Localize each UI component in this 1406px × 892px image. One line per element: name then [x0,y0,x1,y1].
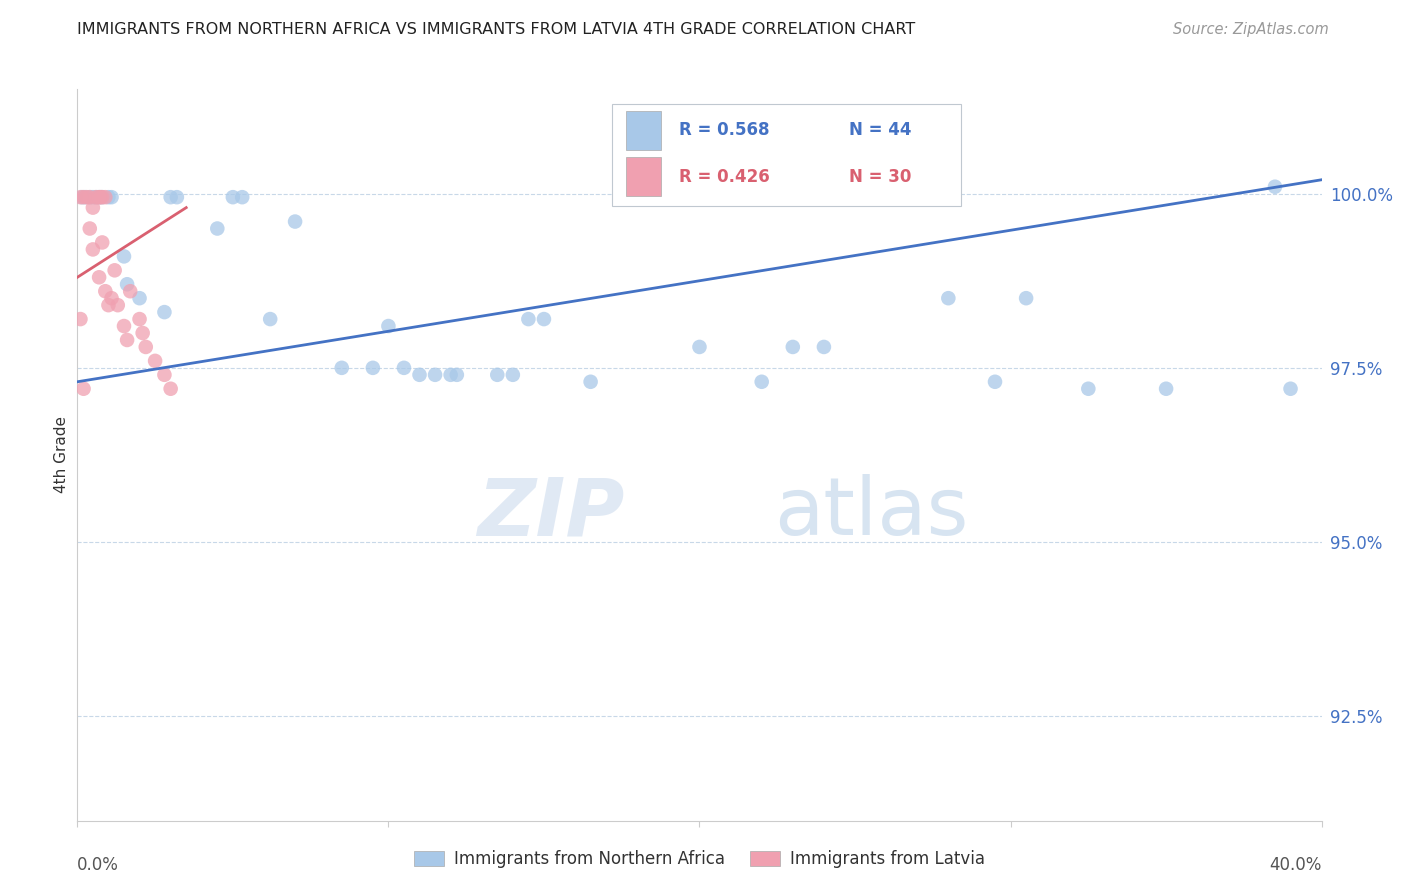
Point [112,319,135,334]
Text: 40.0%: 40.0% [1270,855,1322,873]
Point [486,368,509,382]
Point [1264,179,1286,194]
Text: IMMIGRANTS FROM NORTHERN AFRICA VS IMMIGRANTS FROM LATVIA 4TH GRADE CORRELATION : IMMIGRANTS FROM NORTHERN AFRICA VS IMMIG… [77,22,915,37]
Point [377,319,399,334]
Point [115,333,138,347]
Point [153,305,176,319]
Point [159,190,181,204]
Point [70,190,93,204]
Point [69,312,91,326]
Point [446,368,468,382]
Point [84,190,107,204]
Point [143,354,166,368]
Point [330,360,353,375]
Point [91,190,114,204]
Point [72,190,94,204]
Point [100,190,122,204]
Point [782,340,804,354]
Point [87,190,110,204]
Text: N = 30: N = 30 [849,168,911,186]
Point [82,243,104,257]
Point [1279,382,1302,396]
Point [128,291,150,305]
Point [440,368,463,382]
Point [153,368,176,382]
Point [72,382,94,396]
Point [84,190,107,204]
Point [69,190,91,204]
Point [120,284,142,298]
Legend: Immigrants from Northern Africa, Immigrants from Latvia: Immigrants from Northern Africa, Immigra… [408,843,991,874]
Point [107,298,129,312]
Point [97,298,120,312]
Point [1077,382,1099,396]
Point [79,190,101,204]
Point [128,312,150,326]
Point [115,277,138,292]
Point [104,263,127,277]
Point [112,249,135,263]
Point [984,375,1007,389]
Point [207,221,229,235]
Point [131,326,153,340]
Point [751,375,773,389]
Point [87,270,110,285]
Point [100,291,122,305]
Point [90,190,112,204]
Text: R = 0.426: R = 0.426 [679,168,769,186]
Text: ZIP: ZIP [478,475,624,552]
Point [361,360,384,375]
Point [94,284,117,298]
Point [689,340,711,354]
Point [392,360,415,375]
Point [533,312,555,326]
Point [259,312,281,326]
Bar [626,157,661,196]
Y-axis label: 4th Grade: 4th Grade [53,417,69,493]
Point [91,235,114,250]
Point [82,190,104,204]
Point [166,190,188,204]
Text: Source: ZipAtlas.com: Source: ZipAtlas.com [1173,22,1329,37]
Point [517,312,540,326]
Point [813,340,835,354]
Point [82,201,104,215]
Point [75,190,97,204]
Point [91,190,114,204]
Point [97,190,120,204]
Point [938,291,960,305]
Point [408,368,430,382]
Text: N = 44: N = 44 [849,121,912,139]
Point [423,368,446,382]
Text: R = 0.568: R = 0.568 [679,121,769,139]
Point [1015,291,1038,305]
Point [284,214,307,228]
Point [159,382,181,396]
Text: atlas: atlas [775,475,969,552]
Point [87,190,110,204]
Point [79,190,101,204]
Bar [626,111,661,150]
Point [1154,382,1177,396]
Point [579,375,602,389]
Point [222,190,245,204]
Point [79,221,101,235]
Point [94,190,117,204]
Point [76,190,98,204]
Point [231,190,253,204]
Text: 0.0%: 0.0% [77,855,120,873]
Point [502,368,524,382]
Point [135,340,157,354]
